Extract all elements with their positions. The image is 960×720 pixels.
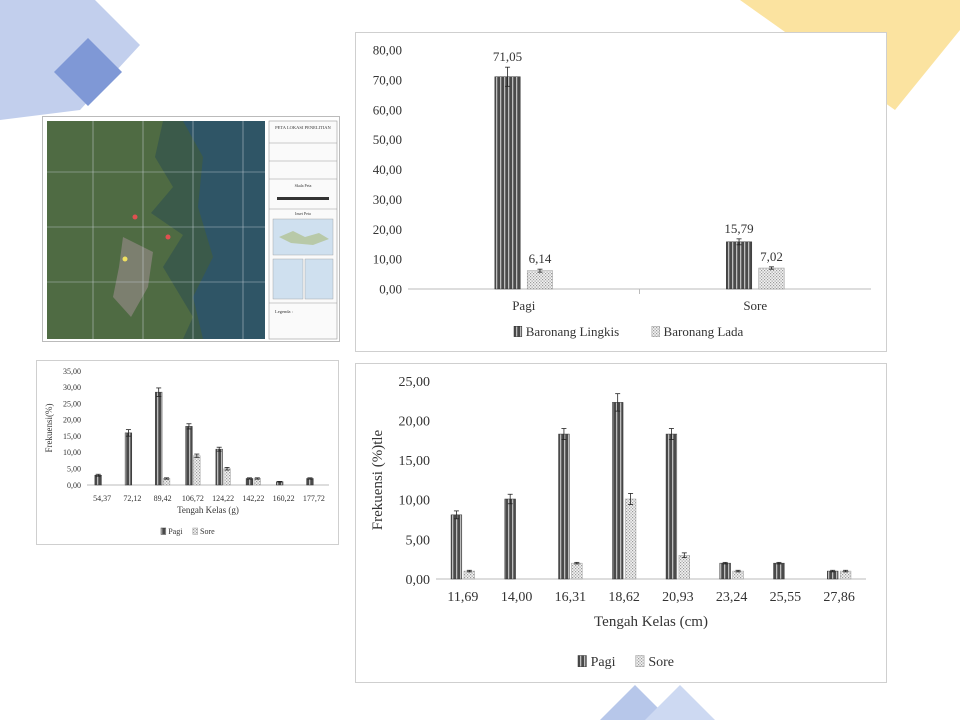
y-axis-title: Frekuensi(%) [44, 404, 54, 453]
bar-pagi [773, 562, 785, 580]
x-tick-label: 124,22 [212, 494, 234, 503]
bar-sore [678, 554, 690, 580]
map-title: PETA LOKASI PENELITIAN [275, 125, 331, 130]
y-tick-label: 25,00 [399, 375, 431, 390]
y-tick-label: 50,00 [373, 132, 402, 147]
y-tick-label: 80,00 [373, 43, 402, 58]
bar-pagi [124, 432, 133, 486]
y-tick-label: 20,00 [399, 415, 431, 430]
x-tick-label: 54,37 [93, 494, 111, 503]
bar-pagi [665, 433, 678, 580]
legend-swatch [577, 655, 587, 667]
y-tick-label: 20,00 [373, 222, 402, 237]
chart-top-panel: 0,00 10,00 20,00 30,00 40,00 50,00 60,00 70,00 8… [355, 32, 887, 352]
y-tick-label: 5,00 [67, 465, 81, 474]
chart-large-panel: 0,00 5,00 10,00 15,00 20,00 25,00 11,69 14,00 16… [355, 363, 887, 683]
y-tick-label: 20,00 [63, 416, 81, 425]
bar-pagi [504, 498, 516, 580]
legend-label: Sore [648, 655, 674, 670]
x-tick-label: 16,31 [555, 590, 587, 605]
x-tick-label: 14,00 [501, 590, 533, 605]
legend-swatch [651, 326, 660, 337]
bar-pagi [215, 448, 223, 486]
legend-swatch [192, 527, 198, 535]
legend-swatch [513, 326, 523, 337]
bar-pagi [558, 433, 570, 580]
map-image: PETA LOKASI PENELITIAN Skala Peta Inset … [47, 120, 338, 340]
y-axis-title: Frekuensi (%)tle [370, 429, 386, 530]
bar-sore [193, 455, 201, 486]
data-label: 15,79 [724, 221, 753, 236]
x-tick-label: 25,55 [770, 590, 802, 605]
y-tick-label: 30,00 [63, 383, 81, 392]
y-tick-label: 10,00 [63, 448, 81, 457]
legend-swatch [160, 527, 167, 535]
bar-sore [571, 562, 583, 580]
map-panel: PETA LOKASI PENELITIAN Skala Peta Inset … [42, 116, 340, 342]
y-tick-label: 0,00 [379, 282, 402, 297]
x-tick-label: Pagi [512, 298, 536, 313]
y-tick-label: 10,00 [373, 252, 402, 267]
map-inset-label: Inset Peta [295, 211, 311, 216]
chart-large: 0,00 5,00 10,00 15,00 20,00 25,00 11,69 14,00 16… [370, 375, 866, 670]
bar-pagi [185, 426, 193, 486]
x-tick-label: 177,72 [303, 494, 325, 503]
legend-label: Pagi [168, 527, 183, 536]
y-tick-label: 10,00 [399, 494, 431, 509]
y-tick-label: 25,00 [63, 399, 81, 408]
legend-swatch [635, 655, 645, 667]
y-tick-label: 15,00 [63, 432, 81, 441]
x-tick-label: Sore [743, 298, 767, 313]
y-tick-label: 35,00 [63, 367, 81, 376]
y-tick-label: 5,00 [406, 533, 431, 548]
bar-baronang-lada [758, 267, 785, 290]
x-tick-label: 72,12 [123, 494, 141, 503]
legend-label: Pagi [591, 655, 616, 670]
x-tick-label: 89,42 [154, 494, 172, 503]
bar-baronang-lingkis [494, 76, 521, 290]
bar-sore [223, 468, 231, 486]
decor-bottom [600, 685, 715, 720]
decor-top-left [0, 0, 140, 120]
chart-small-panel: 0,00 5,00 10,00 15,00 20,00 25,00 30,00 35,00 54… [36, 360, 339, 545]
x-tick-label: 142,22 [242, 494, 264, 503]
bar-baronang-lingkis [726, 241, 753, 290]
x-axis-title: Tengah Kelas (g) [177, 505, 239, 515]
x-tick-label: 27,86 [823, 590, 855, 605]
y-tick-label: 60,00 [373, 102, 402, 117]
x-tick-label: 18,62 [608, 590, 640, 605]
bar-pagi [719, 562, 731, 580]
x-tick-label: 23,24 [716, 590, 748, 605]
legend-label: Baronang Lingkis [526, 324, 620, 339]
data-label: 71,05 [493, 49, 522, 64]
map-scale-label: Skala Peta [295, 183, 312, 188]
y-tick-label: 0,00 [67, 481, 81, 490]
map-legend-title: Legenda : [275, 309, 293, 314]
data-label: 7,02 [760, 249, 783, 264]
y-tick-label: 0,00 [406, 573, 431, 588]
x-axis-title: Tengah Kelas (cm) [594, 614, 708, 630]
bar-pagi [155, 391, 163, 486]
chart-top: 0,00 10,00 20,00 30,00 40,00 50,00 60,00 70,00 8… [373, 43, 871, 339]
legend-label: Sore [200, 527, 215, 536]
chart-small: 0,00 5,00 10,00 15,00 20,00 25,00 30,00 35,00 54… [44, 367, 329, 536]
legend-label: Baronang Lada [664, 324, 744, 339]
x-tick-label: 11,69 [447, 590, 478, 605]
y-tick-label: 70,00 [373, 72, 402, 87]
y-tick-label: 30,00 [373, 192, 402, 207]
bar-pagi [94, 474, 102, 486]
y-tick-label: 15,00 [399, 454, 431, 469]
x-tick-label: 160,22 [273, 494, 295, 503]
y-tick-label: 40,00 [373, 162, 402, 177]
bar-sore [624, 498, 637, 580]
bar-baronang-lada [526, 270, 553, 290]
x-tick-label: 106,72 [182, 494, 204, 503]
bar-pagi [450, 514, 463, 580]
x-tick-label: 20,93 [662, 590, 694, 605]
data-label: 6,14 [529, 251, 552, 266]
bar-pagi [612, 402, 624, 580]
